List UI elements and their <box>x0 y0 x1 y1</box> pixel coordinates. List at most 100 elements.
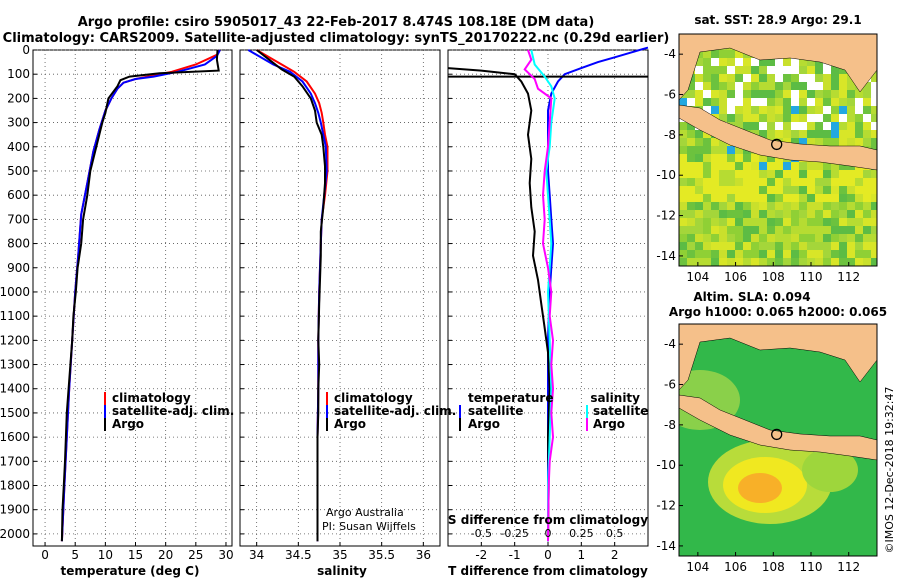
sst-cell <box>767 234 775 242</box>
sst-cell <box>799 66 807 74</box>
sst-cell <box>847 98 855 106</box>
sst-cell <box>807 82 815 90</box>
sst-cell <box>855 258 863 266</box>
sst-cell <box>759 210 767 218</box>
sst-cell <box>839 106 847 114</box>
sst-cell <box>807 98 815 106</box>
sst-cell <box>703 154 711 162</box>
sst-cell <box>847 210 855 218</box>
sst-cell <box>759 58 767 66</box>
sst-cell <box>855 122 863 130</box>
y-tick-label: 400 <box>7 140 30 154</box>
sst-cell <box>687 258 695 266</box>
sst-cell <box>807 226 815 234</box>
x-tick-label: 0 <box>41 548 49 562</box>
map-y-tick-label: -12 <box>656 499 676 513</box>
map-y-tick-label: -14 <box>656 539 676 553</box>
sst-cell <box>703 210 711 218</box>
y-tick-label: 900 <box>7 261 30 275</box>
sst-cell <box>751 218 759 226</box>
map-y-tick-label: -8 <box>664 128 676 142</box>
sst-cell <box>727 146 735 154</box>
sst-cell <box>855 90 863 98</box>
sst-cell <box>695 74 703 82</box>
sst-cell <box>735 58 743 66</box>
legend-label-s-argo: Argo <box>593 417 625 431</box>
sst-cell <box>839 258 847 266</box>
sst-cell <box>783 194 791 202</box>
sst-cell <box>871 82 877 90</box>
sst-cell <box>735 90 743 98</box>
sst-map-frame <box>678 33 878 267</box>
sst-cell <box>751 194 759 202</box>
sst-cell <box>847 170 855 178</box>
sst-cell <box>743 154 751 162</box>
sst-cell <box>791 194 799 202</box>
sst-cell <box>871 106 877 114</box>
sst-cell <box>799 122 807 130</box>
sst-cell <box>871 98 877 106</box>
sst-cell <box>871 242 877 250</box>
sst-cell <box>719 242 727 250</box>
sst-cell <box>767 154 775 162</box>
sst-cell <box>871 218 877 226</box>
sst-cell <box>759 242 767 250</box>
sst-cell <box>775 82 783 90</box>
sst-cell <box>679 162 687 170</box>
sst-cell <box>695 130 703 138</box>
y-tick-label: 700 <box>7 212 30 226</box>
sst-cell <box>711 154 719 162</box>
sst-cell <box>799 202 807 210</box>
sst-cell <box>687 90 695 98</box>
sst-cell <box>863 234 871 242</box>
sst-cell <box>807 178 815 186</box>
sst-cell <box>775 58 783 66</box>
sst-cell <box>687 178 695 186</box>
map-x-tick-label: 108 <box>762 270 785 284</box>
legend-label-climatology: climatology <box>112 391 191 405</box>
sst-cell <box>783 90 791 98</box>
sst-cell <box>719 98 727 106</box>
sst-cell <box>679 226 687 234</box>
sst-cell <box>703 74 711 82</box>
sst-cell <box>799 106 807 114</box>
sst-cell <box>807 122 815 130</box>
sst-cell <box>783 226 791 234</box>
sst-cell <box>711 98 719 106</box>
sst-cell <box>767 74 775 82</box>
sst-cell <box>751 122 759 130</box>
sst-cell <box>759 154 767 162</box>
sst-cell <box>703 66 711 74</box>
y-tick-label: 1100 <box>0 309 30 323</box>
sst-cell <box>823 90 831 98</box>
sst-cell <box>759 114 767 122</box>
sst-cell <box>679 210 687 218</box>
sst-cell <box>831 186 839 194</box>
sst-cell <box>791 66 799 74</box>
sst-cell <box>703 242 711 250</box>
sst-cell <box>831 250 839 258</box>
sst-cell <box>759 218 767 226</box>
sst-cell <box>871 170 877 178</box>
sst-cell <box>719 178 727 186</box>
sst-cell <box>679 138 687 146</box>
sst-cell <box>791 234 799 242</box>
sst-cell <box>751 98 759 106</box>
sst-cell <box>751 114 759 122</box>
sst-cell <box>679 234 687 242</box>
sst-cell <box>807 210 815 218</box>
sst-cell <box>831 170 839 178</box>
sst-cell <box>727 234 735 242</box>
sst-cell <box>871 210 877 218</box>
sst-cell <box>823 210 831 218</box>
sst-cell <box>823 162 831 170</box>
sst-cell <box>727 202 735 210</box>
x-tick-label: 30 <box>218 548 233 562</box>
pi-text: PI: Susan Wijffels <box>322 520 416 533</box>
sst-cell <box>823 106 831 114</box>
sst-cell <box>711 90 719 98</box>
sst-cell <box>799 210 807 218</box>
sst-cell <box>799 162 807 170</box>
sst-cell <box>831 218 839 226</box>
sst-cell <box>799 218 807 226</box>
